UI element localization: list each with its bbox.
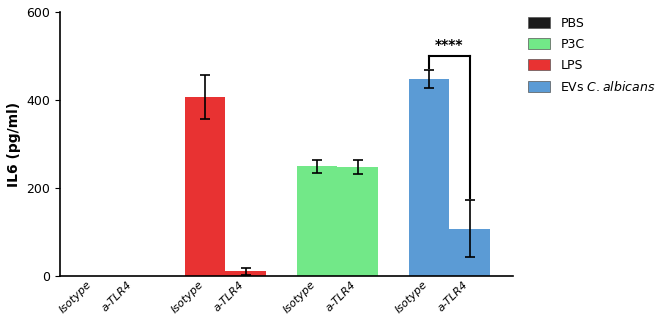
Legend: PBS, P3C, LPS, EVs $\it{C.albicans}$: PBS, P3C, LPS, EVs $\it{C.albicans}$ xyxy=(524,13,660,98)
Text: ****: **** xyxy=(435,39,464,52)
Bar xyxy=(225,271,266,276)
Bar xyxy=(409,79,450,276)
Bar xyxy=(450,229,490,276)
Bar xyxy=(297,166,338,276)
Bar xyxy=(338,167,378,276)
Bar xyxy=(185,97,225,276)
Y-axis label: IL6 (pg/ml): IL6 (pg/ml) xyxy=(7,102,21,187)
